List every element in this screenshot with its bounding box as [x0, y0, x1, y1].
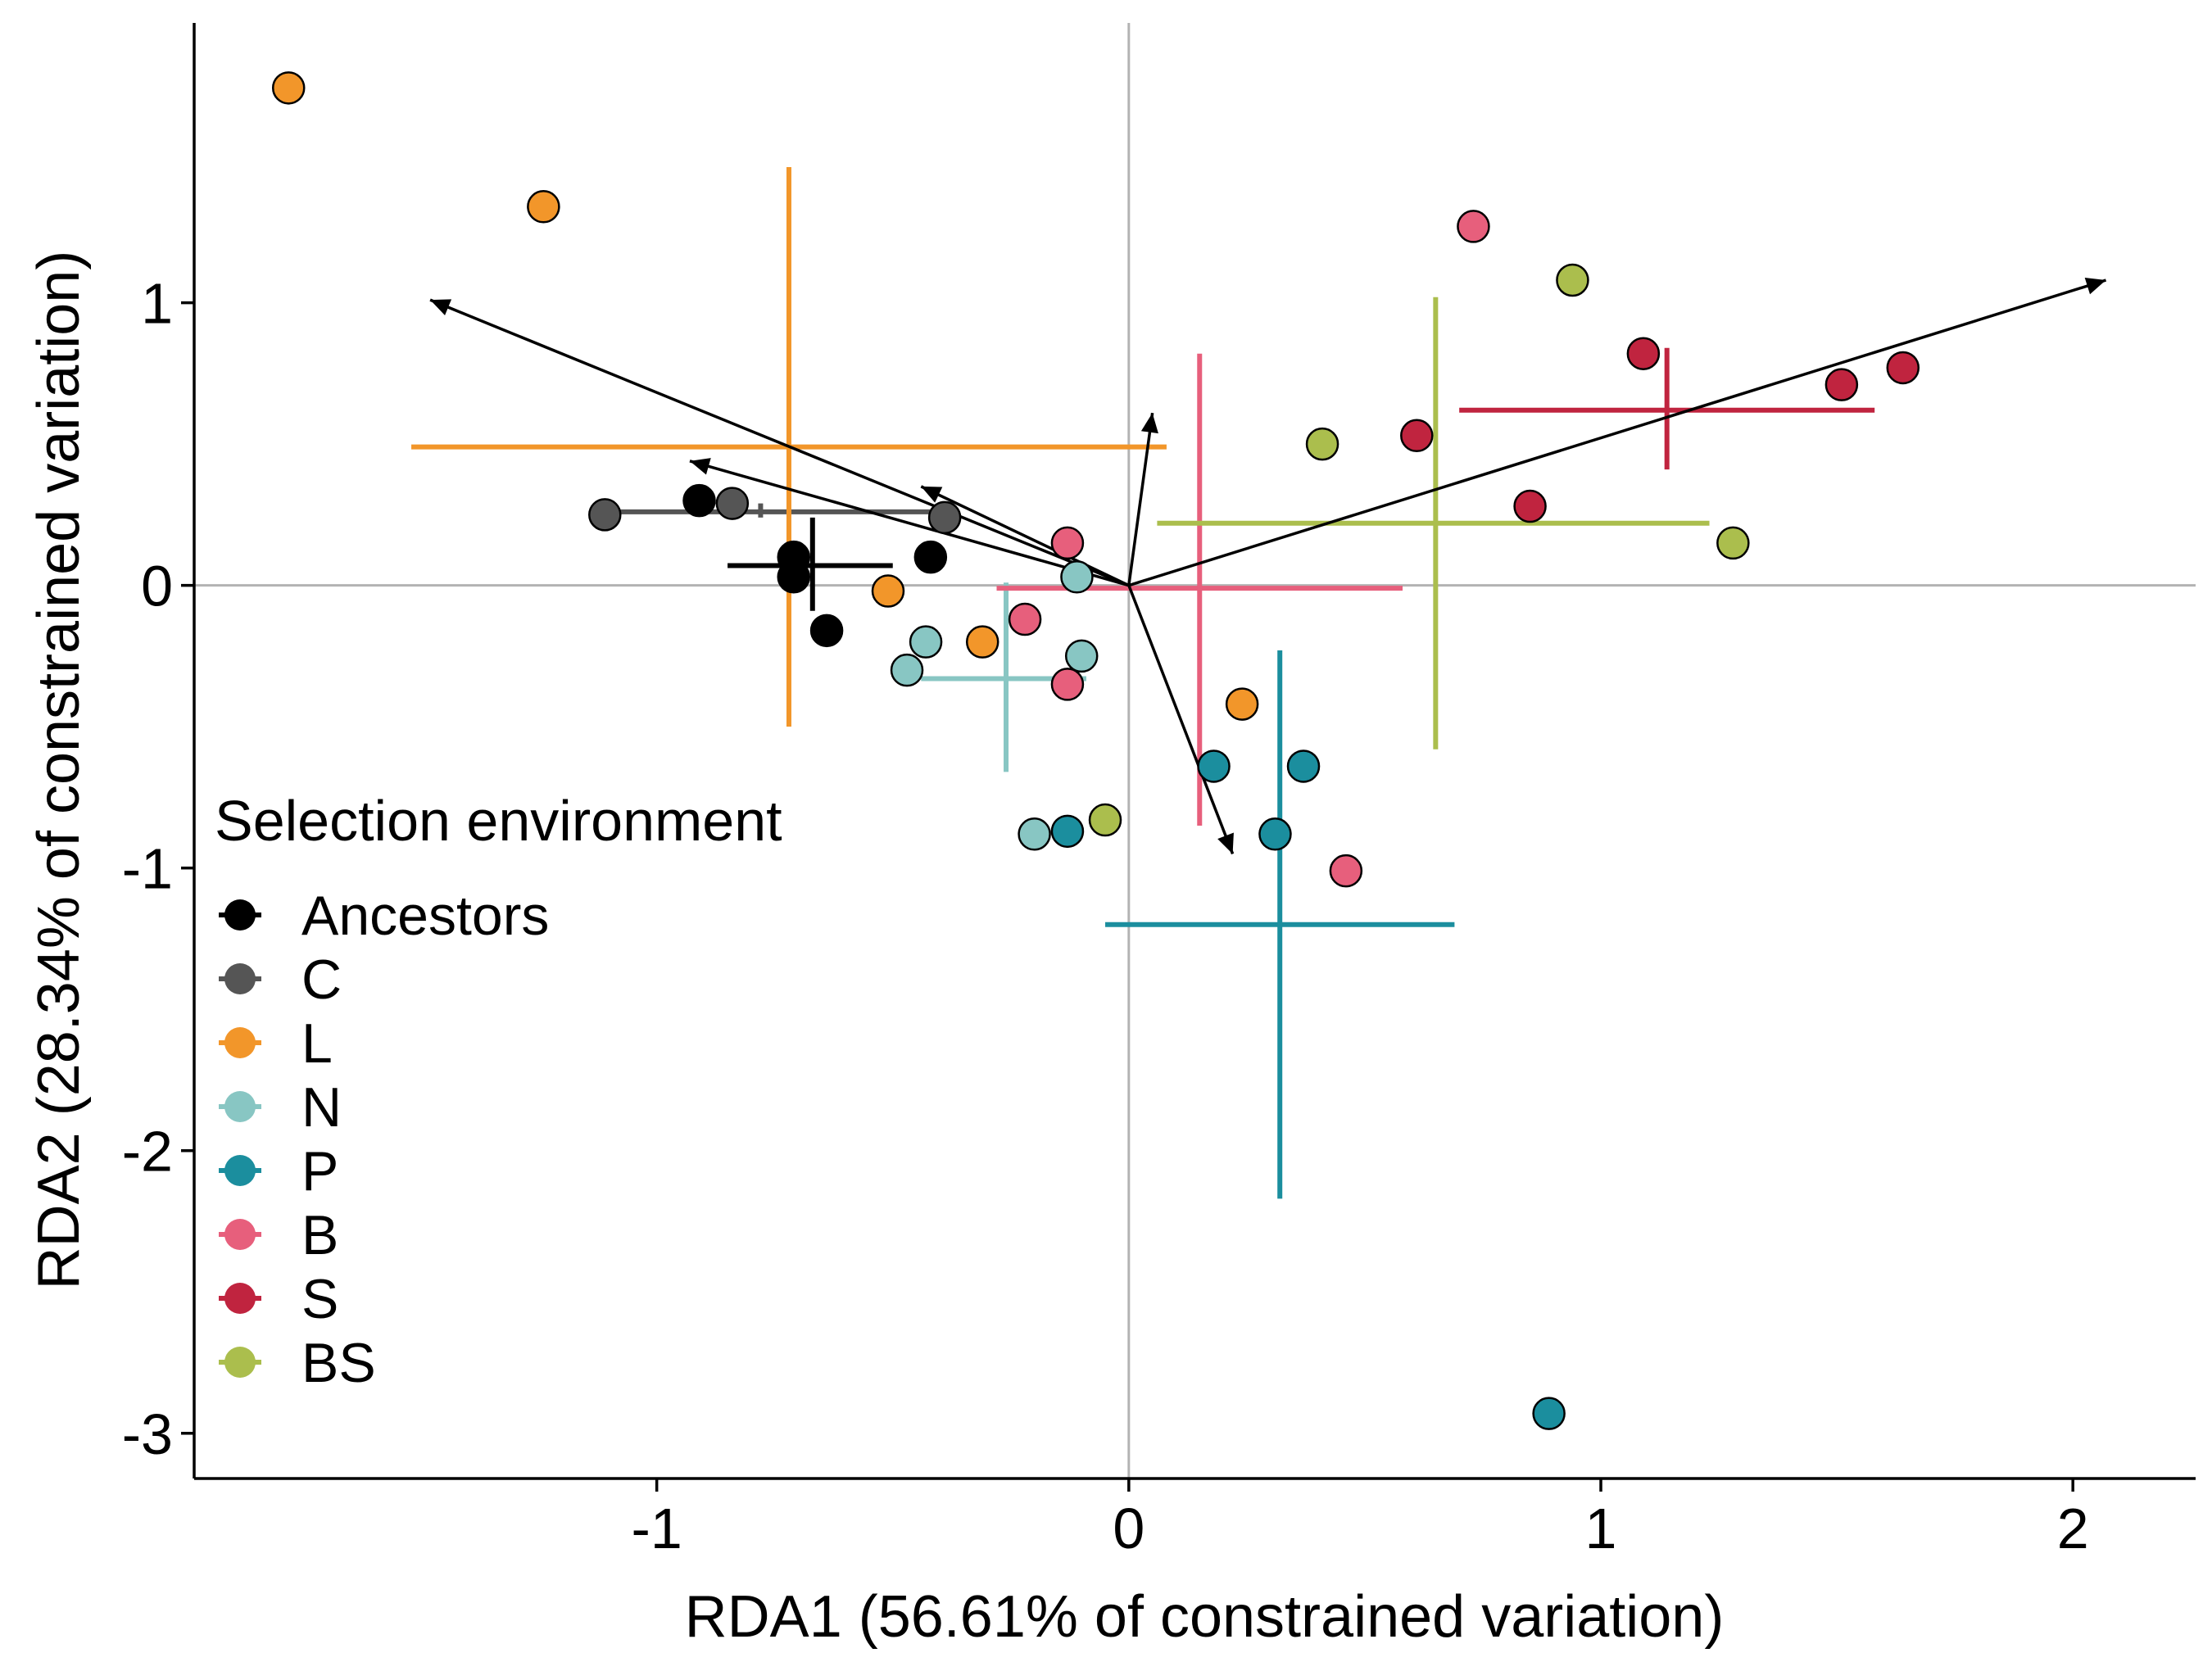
point-l-2 — [871, 574, 905, 608]
point-b-2 — [1008, 602, 1042, 636]
point-p-1 — [1286, 749, 1321, 783]
legend-label-s: S — [301, 1268, 338, 1330]
point-p-3 — [1050, 814, 1085, 849]
arrow-head-3 — [1140, 413, 1158, 434]
y-tick-label-0: -3 — [122, 1402, 173, 1466]
legend-label-l: L — [301, 1012, 333, 1075]
legend-key-dot-n — [224, 1091, 256, 1122]
biplot-arrows — [429, 277, 2107, 855]
point-b-0 — [1457, 210, 1490, 243]
point-n-4 — [1018, 817, 1051, 851]
x-tick-label-3: 2 — [2057, 1497, 2089, 1560]
point-s-1 — [1400, 419, 1434, 453]
point-p-2 — [1258, 817, 1292, 851]
point-bs-3 — [1088, 803, 1122, 837]
legend-label-p: P — [301, 1140, 338, 1202]
point-l-4 — [1225, 687, 1259, 721]
point-l-3 — [965, 625, 999, 659]
x-tick-label-1: 0 — [1113, 1497, 1145, 1560]
centroid-error-bars — [411, 166, 1875, 1199]
y-tick-label-3: 0 — [141, 555, 173, 618]
point-c-2 — [927, 500, 962, 535]
legend-label-n: N — [301, 1076, 342, 1139]
arrow-line-2 — [920, 485, 1130, 587]
point-s-0 — [1626, 337, 1661, 370]
arrow-head-2 — [921, 486, 943, 503]
point-l-1 — [527, 190, 560, 224]
arrow-line-3 — [1127, 412, 1154, 586]
point-s-4 — [1513, 489, 1547, 523]
legend-key-dot-s — [224, 1283, 256, 1314]
x-tick-label-0: -1 — [632, 1497, 682, 1560]
point-bs-0 — [1556, 263, 1589, 297]
point-s-3 — [1886, 351, 1920, 385]
point-n-0 — [890, 653, 924, 687]
axis-ticks: -1 0 1 2 -3 -2 -1 0 1 — [122, 272, 2089, 1560]
point-ancestors-4 — [913, 540, 948, 574]
y-tick-label-1: -2 — [122, 1120, 173, 1184]
legend-title: Selection environment — [215, 789, 782, 853]
point-ancestors-2 — [777, 560, 810, 594]
arrow-line-0 — [429, 298, 1130, 587]
arrow-line-5 — [1127, 585, 1235, 855]
point-p-4 — [1532, 1397, 1566, 1430]
point-c-1 — [715, 487, 750, 520]
arrow-head-1 — [689, 458, 711, 475]
point-p-0 — [1197, 749, 1231, 783]
point-bs-2 — [1716, 526, 1750, 560]
point-n-2 — [1060, 560, 1094, 594]
y-axis-title: RDA2 (28.34% of constrained variation) — [26, 251, 92, 1290]
point-b-1 — [1050, 526, 1085, 560]
y-tick-label-2: -1 — [122, 837, 173, 901]
legend-label-ancestors: Ancestors — [301, 885, 549, 947]
y-tick-label-4: 1 — [141, 272, 173, 336]
point-c-0 — [588, 498, 622, 532]
legend-key-dot-b — [224, 1219, 256, 1250]
legend-label-b: B — [301, 1204, 338, 1266]
point-b-3 — [1050, 668, 1085, 701]
arrow-line-1 — [689, 460, 1130, 587]
legend-key-dot-bs — [224, 1347, 256, 1378]
arrow-head-4 — [2084, 277, 2106, 295]
point-bs-1 — [1305, 427, 1339, 461]
data-points — [271, 71, 1920, 1430]
point-b-4 — [1329, 854, 1363, 888]
legend-key-dot-l — [224, 1027, 256, 1058]
point-s-2 — [1824, 368, 1859, 401]
legend-label-bs: BS — [301, 1332, 376, 1394]
legend-key-dot-ancestors — [224, 899, 256, 931]
x-axis-title: RDA1 (56.61% of constrained variation) — [685, 1584, 1725, 1650]
arrow-line-4 — [1128, 278, 2107, 587]
point-ancestors-3 — [809, 614, 844, 648]
axes — [193, 23, 2196, 1480]
arrow-head-5 — [1217, 832, 1234, 854]
point-n-1 — [909, 625, 943, 659]
legend-key-dot-c — [224, 963, 256, 994]
x-tick-label-2: 1 — [1585, 1497, 1617, 1560]
zero-reference-lines — [194, 23, 2196, 1479]
point-l-0 — [271, 71, 306, 105]
legend-key-dot-p — [224, 1155, 256, 1186]
arrow-head-0 — [430, 299, 452, 315]
legend-label-c: C — [301, 949, 342, 1011]
point-n-3 — [1064, 639, 1099, 673]
point-ancestors-0 — [682, 483, 716, 518]
